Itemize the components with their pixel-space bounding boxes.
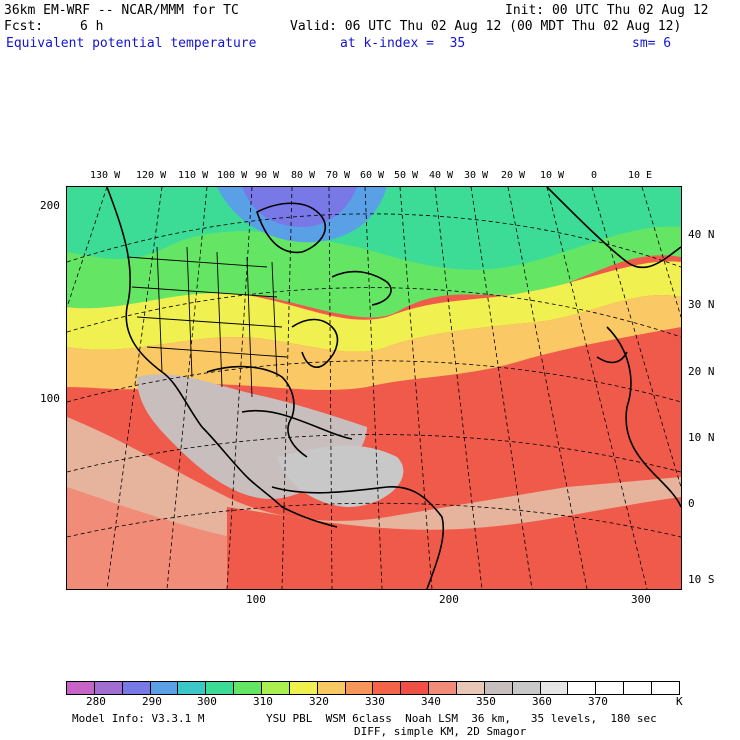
model-title: 36km EM-WRF -- NCAR/MMM for TC xyxy=(4,3,239,18)
lon-label: 90 W xyxy=(255,170,280,181)
colorbar-cell xyxy=(67,682,95,694)
graticule xyxy=(67,187,681,589)
lat-label: 30 N xyxy=(688,298,715,311)
colorbar-cell xyxy=(317,682,346,694)
colorbar-label: 290 xyxy=(142,695,162,708)
transition-band-2 xyxy=(67,294,681,390)
state-lines xyxy=(126,246,288,398)
colorbar-cell xyxy=(150,682,179,694)
lon-label: 100 W xyxy=(217,170,248,181)
lon-label: 130 W xyxy=(90,170,121,181)
lat-label: 0 xyxy=(688,497,695,510)
grid-x-label: 200 xyxy=(439,593,459,606)
lon-label: 80 W xyxy=(291,170,316,181)
colorbar-cell xyxy=(540,682,569,694)
model-info: Model Info: V3.3.1 M xyxy=(72,712,205,725)
lat-label: 20 N xyxy=(688,365,715,378)
grid-x-label: 300 xyxy=(631,593,651,606)
colorbar-label: 350 xyxy=(476,695,496,708)
colorbar-cell xyxy=(345,682,374,694)
smoothing-info: sm= 6 xyxy=(632,36,672,51)
dry-region-2 xyxy=(277,445,404,507)
colorbar-label: 330 xyxy=(365,695,385,708)
colorbar-cell xyxy=(122,682,151,694)
lon-label: 0 xyxy=(591,170,598,181)
colorbar-cell xyxy=(568,682,597,694)
level-info: at k-index = 35 xyxy=(340,36,466,51)
coldest-pool xyxy=(242,187,357,227)
init-time: Init: 00 UTC Thu 02 Aug 12 xyxy=(505,3,709,18)
colorbar-cell xyxy=(457,682,485,694)
colorbar-cell xyxy=(484,682,513,694)
lon-label: 30 W xyxy=(464,170,489,181)
transition-band xyxy=(67,261,681,352)
forecast-hours: 6 h xyxy=(80,19,104,34)
grid-x-label: 100 xyxy=(246,593,266,606)
lat-label: 40 N xyxy=(688,228,715,241)
lon-label: 120 W xyxy=(136,170,167,181)
colorbar-cell xyxy=(652,682,679,694)
valid-time: Valid: 06 UTC Thu 02 Aug 12 (00 MDT Thu … xyxy=(290,19,682,34)
colorbar xyxy=(66,681,680,695)
coastlines xyxy=(106,187,681,589)
physics-info: YSU PBL WSM 6class Noah LSM 36 km, 35 le… xyxy=(266,712,657,725)
lat-label: 10 S xyxy=(688,573,715,586)
colorbar-label: 280 xyxy=(86,695,106,708)
colorbar-unit: K xyxy=(676,695,683,708)
cooler-belt xyxy=(67,187,681,270)
field-name: Equivalent potential temperature xyxy=(6,36,257,51)
lon-label: 70 W xyxy=(326,170,351,181)
colorbar-cell xyxy=(206,682,235,694)
forecast-label: Fcst: xyxy=(4,19,44,34)
colorbar-cell xyxy=(401,682,430,694)
lon-label: 10 E xyxy=(628,170,653,181)
colorbar-cell xyxy=(178,682,207,694)
lon-label: 20 W xyxy=(501,170,526,181)
colorbar-cell xyxy=(596,682,625,694)
grid-y-label: 200 xyxy=(40,199,60,212)
colorbar-label: 340 xyxy=(421,695,441,708)
colorbar-cell xyxy=(94,682,123,694)
colorbar-label: 360 xyxy=(532,695,552,708)
colorbar-cell xyxy=(624,682,653,694)
colorbar-cell xyxy=(373,682,402,694)
lon-label: 10 W xyxy=(540,170,565,181)
colorbar-cell xyxy=(512,682,541,694)
theta-e-map xyxy=(66,186,682,590)
colorbar-label: 300 xyxy=(197,695,217,708)
lat-label: 10 N xyxy=(688,431,715,444)
colorbar-label: 370 xyxy=(588,695,608,708)
warm-south xyxy=(227,497,681,589)
colorbar-cell xyxy=(234,682,263,694)
colorbar-cell xyxy=(262,682,290,694)
colorbar-label: 320 xyxy=(309,695,329,708)
colorbar-cell xyxy=(289,682,318,694)
lon-label: 110 W xyxy=(178,170,209,181)
lon-label: 60 W xyxy=(360,170,385,181)
diffusion-info: DIFF, simple KM, 2D Smagor xyxy=(354,725,527,738)
colorbar-label: 310 xyxy=(253,695,273,708)
lon-label: 40 W xyxy=(429,170,454,181)
colorbar-cell xyxy=(429,682,458,694)
grid-y-label: 100 xyxy=(40,392,60,405)
lon-label: 50 W xyxy=(394,170,419,181)
